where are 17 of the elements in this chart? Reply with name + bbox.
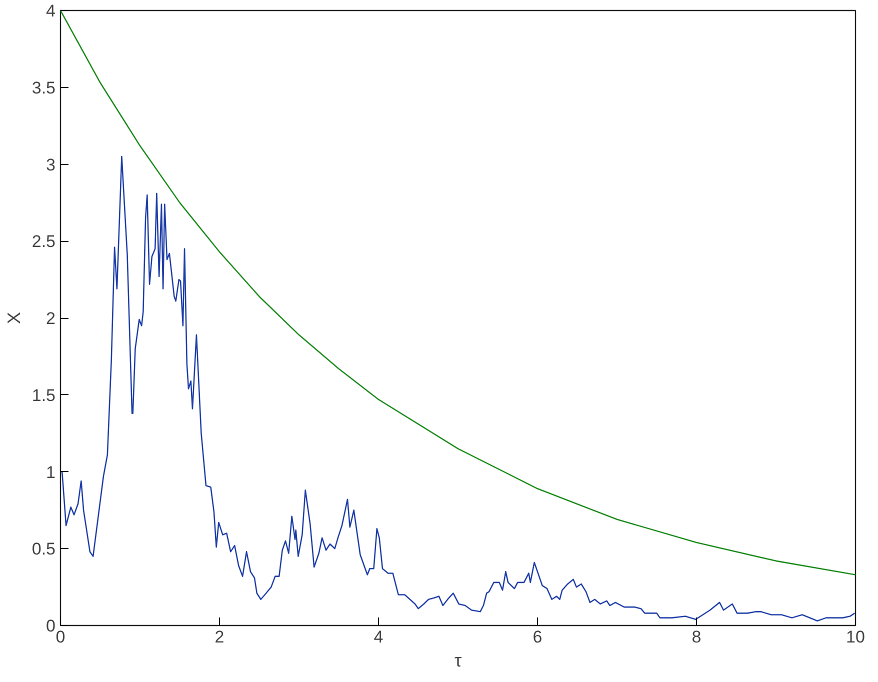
y-tick-label: 1.5 bbox=[32, 386, 56, 405]
line-series bbox=[60, 156, 856, 622]
y-tick-label: 3 bbox=[46, 155, 56, 174]
y-tick-label: 0.5 bbox=[32, 540, 56, 559]
x-axis-title: τ bbox=[454, 650, 462, 670]
x-tick-label: 10 bbox=[846, 628, 865, 646]
y-tick-label: 1 bbox=[46, 462, 56, 482]
x-tick-label: 6 bbox=[532, 628, 542, 646]
x-tick-label: 2 bbox=[214, 628, 224, 646]
y-tick-label: 2.5 bbox=[32, 232, 56, 252]
y-tick-label: 3.5 bbox=[32, 78, 56, 98]
x-tick-label: 4 bbox=[374, 628, 384, 646]
x-tick-label: 8 bbox=[692, 628, 702, 646]
y-axis-title: X bbox=[4, 312, 24, 324]
line-series bbox=[60, 10, 856, 576]
y-tick-label: 2 bbox=[46, 309, 56, 328]
y-tick-label: 4 bbox=[46, 2, 56, 20]
